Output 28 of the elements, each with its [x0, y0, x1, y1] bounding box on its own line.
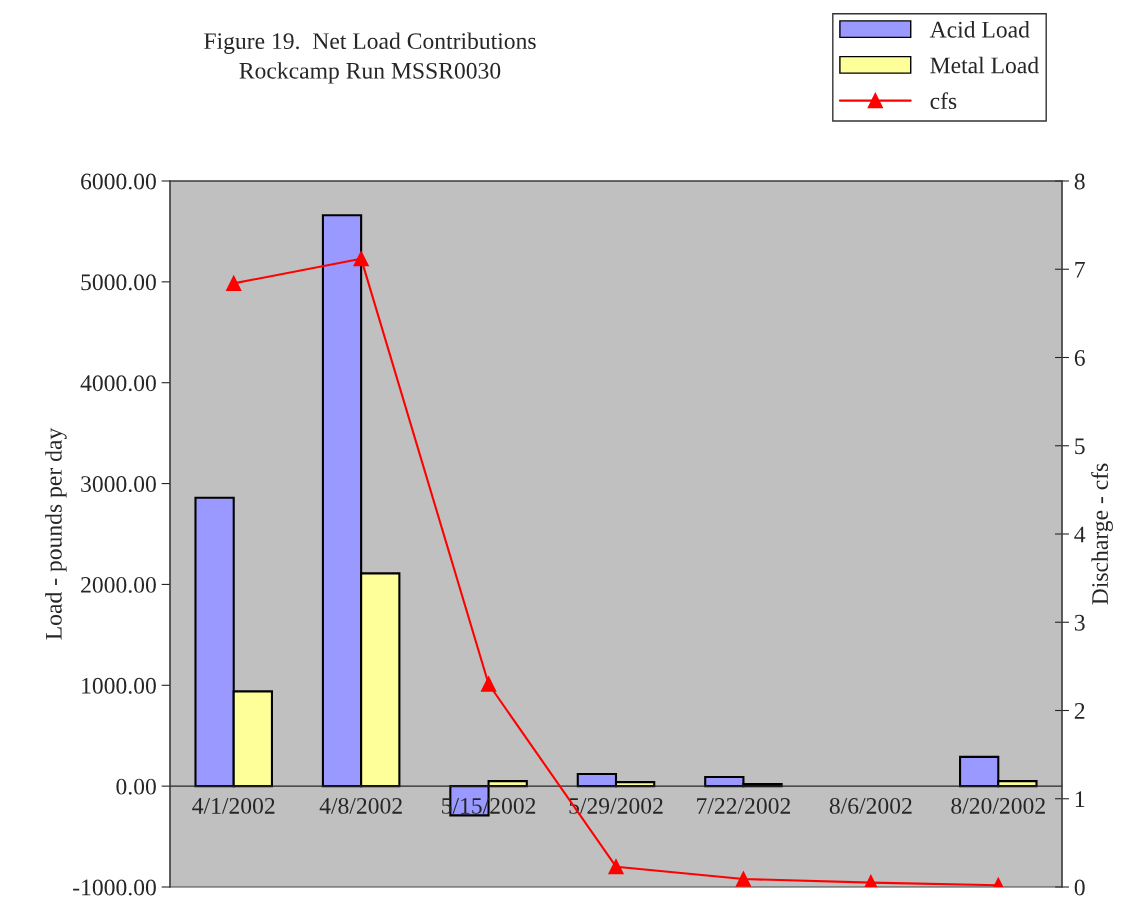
chart-title: Figure 19. Net Load Contributions Rockcamp Run MSSR0030: [204, 32, 536, 84]
legend-label: cfs: [930, 92, 957, 110]
y-tick-label: 5000.00: [81, 274, 156, 291]
x-tick-label: 4/8/2002: [319, 797, 402, 814]
legend-label: Metal Load: [930, 56, 1039, 74]
y2-tick-label: 4: [1074, 526, 1086, 543]
y-tick-label: -1000.00: [73, 879, 156, 896]
y-tick-label: 6000.00: [81, 173, 156, 190]
y2-tick-label: 0: [1074, 879, 1085, 896]
legend-label: Acid Load: [929, 21, 1030, 38]
x-tick-label: 4/1/2002: [192, 797, 275, 814]
y-tick-label: 4000.00: [80, 375, 156, 392]
y2-tick-label: 6: [1074, 350, 1085, 366]
y2-tick-label: 8: [1074, 173, 1085, 190]
y-tick-label: 1000.00: [82, 677, 156, 694]
y-tick-label: 3000.00: [81, 476, 156, 493]
x-tick-label: 8/6/2002: [829, 797, 912, 814]
y2-tick-label: 1: [1075, 791, 1085, 807]
y-tick-label: 2000.00: [81, 576, 156, 593]
y2-tick-label: 5: [1075, 438, 1085, 455]
y-axis-title: Load - pounds per day: [45, 427, 67, 640]
y2-axis-title: Discharge - cfs: [1091, 463, 1113, 605]
x-tick-label: 8/20/2002: [951, 797, 1045, 814]
y2-tick-label: 7: [1075, 261, 1085, 278]
x-tick-label: 7/22/2002: [697, 797, 791, 814]
y2-tick-label: 2: [1074, 703, 1085, 719]
y-tick-label: 0.00: [116, 778, 156, 795]
y2-tick-label: 3: [1074, 614, 1085, 631]
